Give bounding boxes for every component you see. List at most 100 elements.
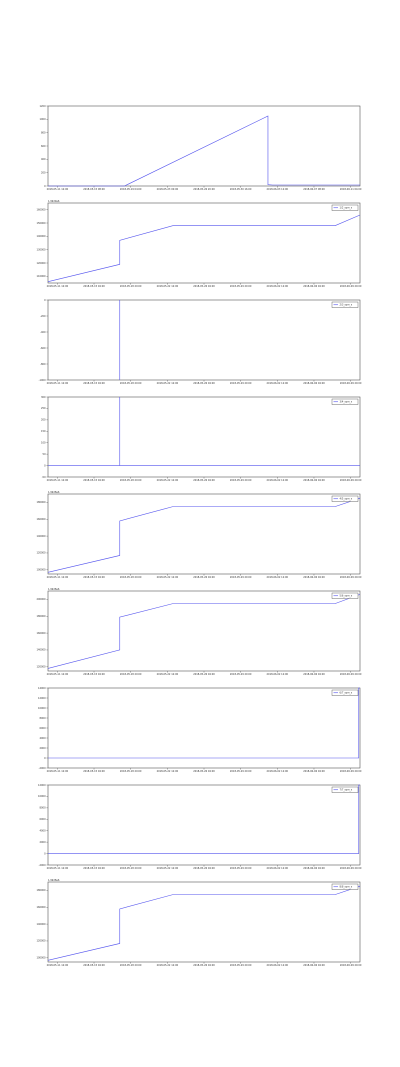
y-tick-label: -2000	[39, 767, 46, 770]
y-tick-label: 120000	[36, 940, 46, 943]
x-tick-label: 2018-05-15 04:00	[83, 964, 105, 967]
y-tick-label: 300	[41, 396, 46, 399]
y-tick-label: 0	[44, 185, 46, 188]
x-tick-label: 2018-05-22 12:00	[157, 867, 179, 870]
y-offset-label: 1.9928e6	[48, 588, 60, 591]
x-tick-label: 2018-05-26 04:00	[193, 964, 215, 967]
y-tick-label: 4000	[40, 737, 47, 740]
x-tick-label: 2018-06-06 04:00	[303, 285, 325, 288]
x-tick-label: 2018-06-02 12:00	[267, 479, 289, 482]
legend: 5/6_sym_x	[331, 592, 359, 599]
plot-area	[47, 881, 361, 963]
x-tick-label: 2018-05-15 08:00	[83, 188, 105, 191]
y-tick-label: 10000	[38, 707, 46, 710]
series-line-1	[47, 497, 361, 573]
y-tick-label: 14000	[38, 687, 46, 690]
plot-area	[47, 202, 361, 284]
y-tick-label: 160000	[36, 632, 46, 635]
x-tick-label: 2018-05-11 12:00	[47, 285, 69, 288]
x-tick-label: 2018-06-09 20:00	[340, 673, 362, 676]
y-tick-label: -600	[40, 347, 46, 350]
x-tick-label: 2018-05-26 04:00	[193, 867, 215, 870]
series-line-1	[47, 594, 361, 669]
series-line-1	[48, 115, 360, 187]
x-tick-label: 2018-05-11 12:00	[47, 770, 69, 773]
legend: 2/3_sym_x	[331, 301, 359, 308]
y-tick-label: 140000	[36, 649, 46, 652]
y-tick-label: 600	[41, 145, 46, 148]
y-tick-label: 160000	[36, 518, 46, 521]
chart-panel-4: -50 0 50 100 150 200 250 300 2018-05-11 12:00 201…	[41, 396, 362, 482]
x-tick-label: 2018-05-29 20:00	[230, 673, 252, 676]
y-tick-label: -2000	[39, 864, 46, 867]
chart-panel-6: 120000 140000 160000 180000 200000 2018-05-11…	[36, 588, 361, 676]
plot-area	[47, 687, 361, 769]
y-tick-label: 200000	[36, 598, 46, 601]
chart-panel-2: 110000 120000 130000 140000 150000 160000 2018…	[36, 200, 361, 288]
chart-panel-7: -2000 0 2000 4000 6000 8000 10000 12000 14000 201…	[38, 687, 362, 773]
x-tick-label: 2018-05-23 00:00	[157, 188, 179, 191]
y-tick-label: 6000	[40, 727, 47, 730]
y-tick-label: 0	[44, 757, 46, 760]
legend-entry: 4/5_sym_x	[340, 498, 353, 501]
x-tick-label: 2018-06-09 20:00	[340, 285, 362, 288]
x-tick-label: 2018-05-15 04:00	[83, 673, 105, 676]
x-tick-label: 2018-06-03 12:00	[267, 188, 289, 191]
series-line-1	[47, 214, 361, 282]
series-line-1	[48, 784, 360, 854]
plot-area	[47, 299, 361, 381]
y-tick-label: 12000	[38, 784, 46, 787]
legend-entry: 8/8_sym_x	[340, 886, 353, 889]
legend-box	[331, 398, 359, 405]
series-line-1	[47, 885, 361, 961]
legend: 8/8_sym_x	[331, 883, 359, 890]
y-tick-label: 2000	[40, 841, 47, 844]
x-tick-label: 2018-05-26 04:00	[193, 770, 215, 773]
y-tick-label: 150	[41, 430, 46, 433]
chart-panel-9: 100000 120000 140000 160000 180000 2018-05-11…	[36, 879, 361, 967]
series-line-1	[48, 397, 360, 466]
x-tick-label: 2018-05-22 12:00	[157, 382, 179, 385]
x-tick-label: 2018-06-09 20:00	[340, 964, 362, 967]
y-tick-label: 140000	[36, 535, 46, 538]
x-tick-label: 2018-05-11 12:00	[47, 673, 69, 676]
x-tick-label: 2018-05-18 20:00	[120, 964, 142, 967]
legend-box	[331, 592, 359, 599]
x-tick-label: 2018-05-18 20:00	[120, 867, 142, 870]
y-tick-label: 200	[41, 419, 46, 422]
y-tick-label: 6000	[40, 818, 47, 821]
x-tick-label: 2018-05-11 12:00	[47, 188, 69, 191]
legend: 3/4_sym_x	[331, 398, 359, 405]
y-tick-label: -800	[40, 363, 46, 366]
x-tick-label: 2018-05-22 12:00	[157, 770, 179, 773]
legend-box	[331, 301, 359, 308]
x-tick-label: 2018-05-26 04:00	[193, 673, 215, 676]
x-tick-label: 2018-06-02 12:00	[267, 770, 289, 773]
x-tick-label: 2018-05-18 20:00	[120, 382, 142, 385]
chart-panel-1: 0 200 400 600 800 1000 1200 2018-05-11 12:00 201…	[40, 105, 362, 191]
x-tick-label: 2018-06-06 04:00	[303, 867, 325, 870]
x-tick-label: 2018-05-26 20:00	[193, 188, 215, 191]
y-tick-label: 100	[41, 442, 46, 445]
y-tick-label: -50	[42, 476, 46, 479]
y-tick-label: 140000	[36, 235, 46, 238]
y-tick-label: 120000	[36, 666, 46, 669]
x-tick-label: 2018-05-26 04:00	[193, 382, 215, 385]
x-tick-label: 2018-06-06 04:00	[303, 964, 325, 967]
x-tick-label: 2018-05-18 20:00	[120, 576, 142, 579]
x-tick-label: 2018-05-18 20:00	[120, 673, 142, 676]
x-tick-label: 2018-05-29 20:00	[230, 964, 252, 967]
x-tick-label: 2018-06-09 20:00	[340, 770, 362, 773]
x-tick-label: 2018-05-29 20:00	[230, 770, 252, 773]
y-tick-label: 0	[44, 852, 46, 855]
x-tick-label: 2018-05-15 04:00	[83, 867, 105, 870]
x-tick-label: 2018-06-09 20:00	[340, 479, 362, 482]
x-tick-label: 2018-06-02 12:00	[267, 285, 289, 288]
x-tick-label: 2018-05-22 12:00	[157, 285, 179, 288]
plot-area	[47, 493, 361, 575]
x-tick-label: 2018-05-26 04:00	[193, 576, 215, 579]
x-tick-label: 2018-06-02 12:00	[267, 576, 289, 579]
x-tick-label: 2018-05-29 20:00	[230, 867, 252, 870]
legend: 7/7_sym_x	[331, 786, 359, 793]
